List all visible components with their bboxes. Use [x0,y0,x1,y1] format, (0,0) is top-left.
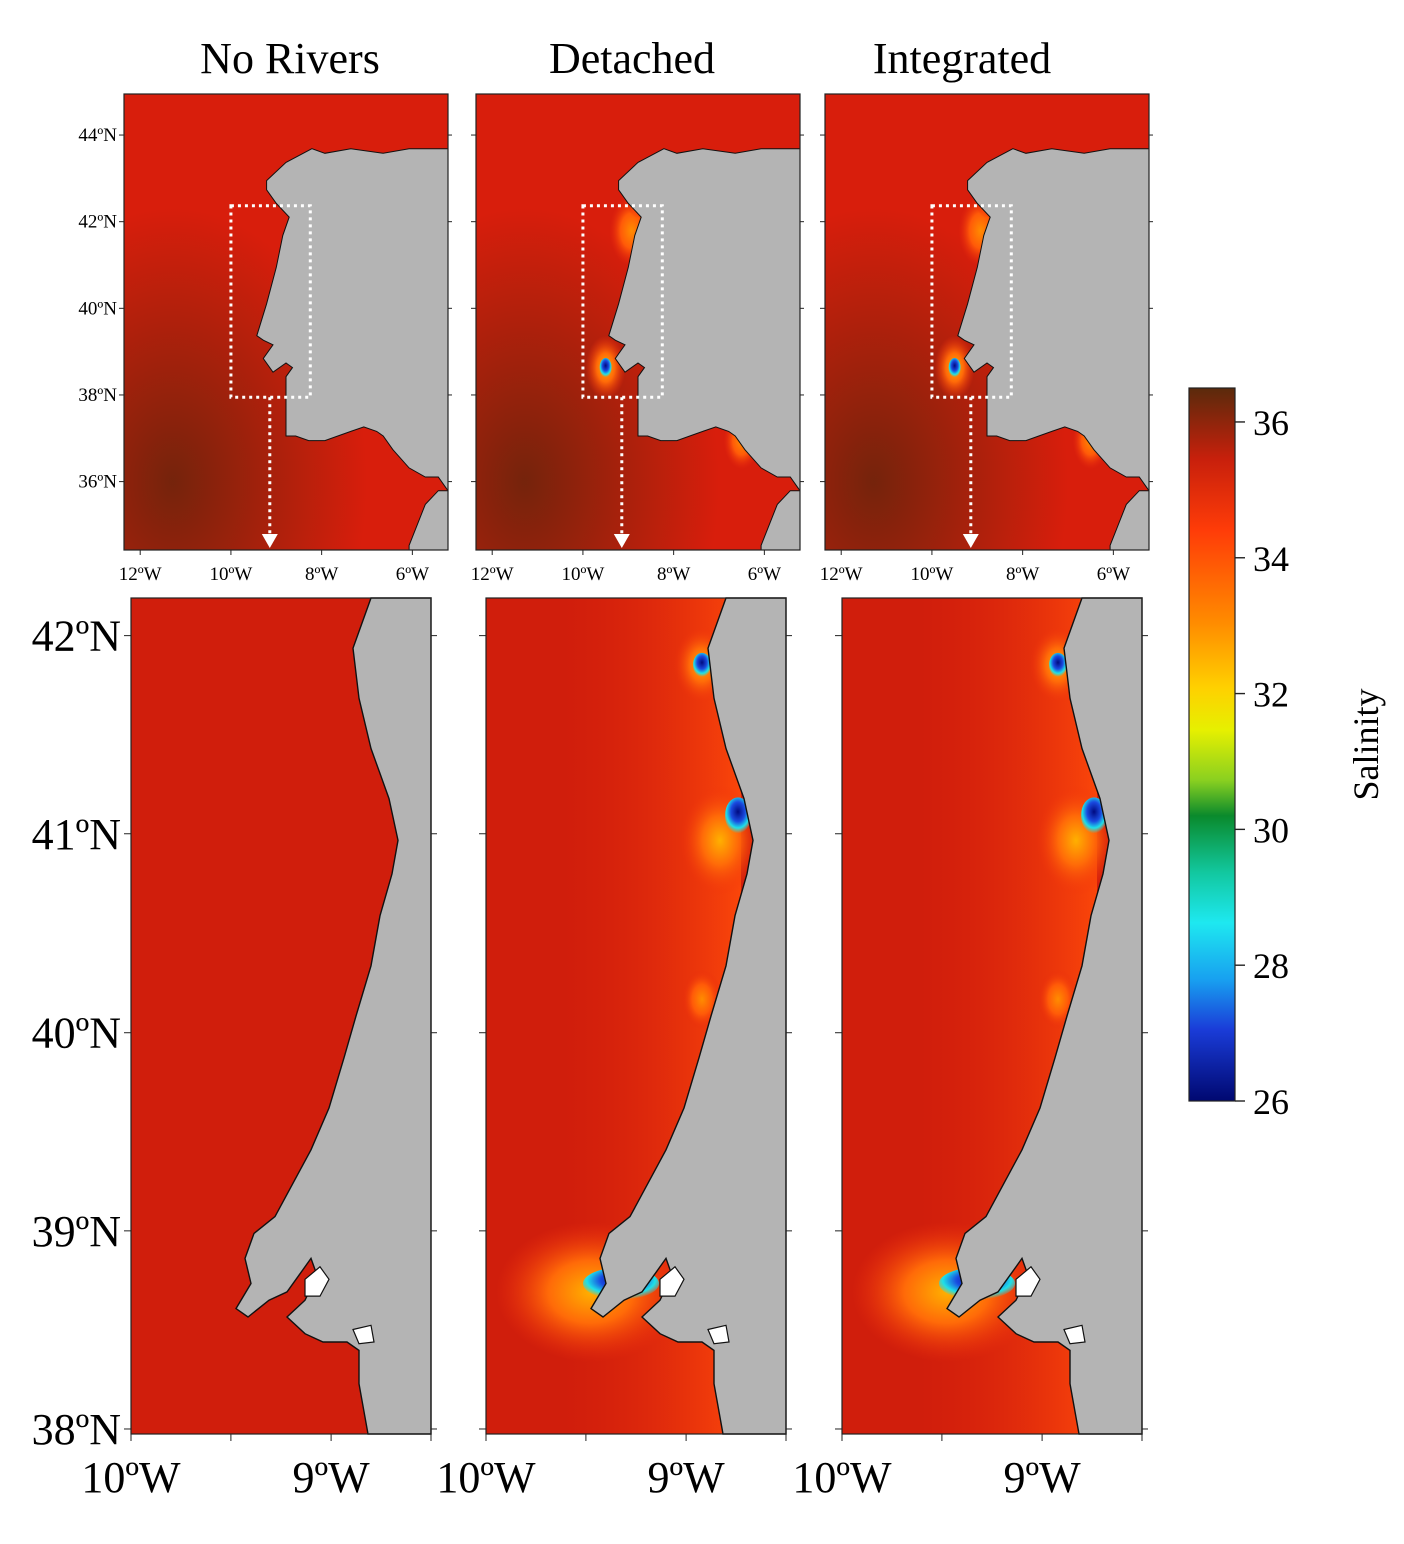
overview-map-2: 12ºW 10ºW 8ºW 6ºW [820,93,1153,585]
estuary [1015,1265,1041,1297]
overview-lon-label: 12ºW [119,564,162,585]
estuary [659,1265,685,1297]
overview-map-0: 44ºN 42ºN 40ºN 38ºN 36ºN 12ºW 10ºW 8ºW 6ºW [78,93,452,585]
overview-lon-label: 12ºW [820,564,863,585]
overview-lon-label: 8ºW [657,564,690,585]
zoom-lat-label: 39ºN [32,1207,121,1256]
overview-lon-label: 12ºW [471,564,514,585]
zoom-lon-label: 10ºW [81,1453,181,1502]
overview-lon-label: 10ºW [562,564,605,585]
tagus-plume-core [948,358,961,378]
zoom-lon-label: 10ºW [436,1453,536,1502]
colorbar-tick-label: 32 [1253,675,1289,715]
portugal-land [235,597,432,1435]
douro-plume-core [725,797,751,834]
zoom-arrow-head [962,534,979,548]
overview-lon-label: 6ºW [396,564,429,585]
minho-plume-core [693,652,711,677]
colorbar-gradient [1188,387,1236,1102]
overview-lat-label: 42ºN [78,212,117,233]
colorbar-tick-label: 26 [1253,1082,1289,1122]
overview-frame [475,93,801,551]
zoom-lat-label: 41ºN [32,810,121,859]
zoom-arrow-head [613,534,630,548]
colorbar-tick-label: 34 [1253,539,1289,579]
portugal-land [590,597,787,1435]
iberia-land [608,148,801,493]
zoom-map-2: 10ºW 9ºW [792,597,1148,1502]
overview-frame [123,93,449,551]
colorbar-tick-label: 36 [1253,403,1289,443]
zoom-lon-label: 9ºW [293,1453,371,1502]
column-title-1: Detached [549,34,715,83]
colorbar-tick-label: 28 [1253,946,1289,986]
estuary [1063,1324,1086,1345]
portugal-land [946,597,1143,1435]
zoom-arrow-head [261,534,278,548]
overview-lat-label: 40ºN [78,298,117,319]
zoom-lon-label: 9ºW [1004,1453,1082,1502]
zoom-lon-label: 9ºW [648,1453,726,1502]
overview-lon-label: 10ºW [210,564,253,585]
zoom-lat-label: 40ºN [32,1009,121,1058]
overview-lon-label: 6ºW [748,564,781,585]
zoom-frame [485,597,787,1435]
zoom-lon-label: 10ºW [792,1453,892,1502]
estuary [707,1324,730,1345]
zoom-frame [130,597,432,1435]
zoom-map-1: 10ºW 9ºW [436,597,792,1502]
overview-lat-label: 36ºN [78,472,117,493]
zoom-lat-label: 42ºN [32,612,121,661]
iberia-land [957,148,1150,493]
minho-plume-core [1049,652,1067,677]
estuary [304,1265,330,1297]
zoom-lat-label: 38ºN [32,1405,121,1454]
column-title-2: Integrated [873,34,1051,83]
douro-plume-core [1081,797,1107,834]
overview-lon-label: 6ºW [1097,564,1130,585]
iberia-land [256,148,449,493]
overview-frame [824,93,1150,551]
overview-lat-label: 44ºN [78,125,117,146]
overview-lon-label: 8ºW [305,564,338,585]
colorbar-label: Salinity [1346,688,1386,800]
overview-map-1: 12ºW 10ºW 8ºW 6ºW [471,93,804,585]
overview-lon-label: 8ºW [1006,564,1039,585]
zoom-frame [841,597,1143,1435]
overview-lat-label: 38ºN [78,385,117,406]
column-title-0: No Rivers [200,34,380,83]
colorbar: 36 34 32 30 28 26 Salinity [1188,387,1386,1122]
estuary [352,1324,375,1345]
overview-lon-label: 10ºW [911,564,954,585]
colorbar-tick-label: 30 [1253,810,1289,850]
tagus-plume-core [599,358,612,378]
